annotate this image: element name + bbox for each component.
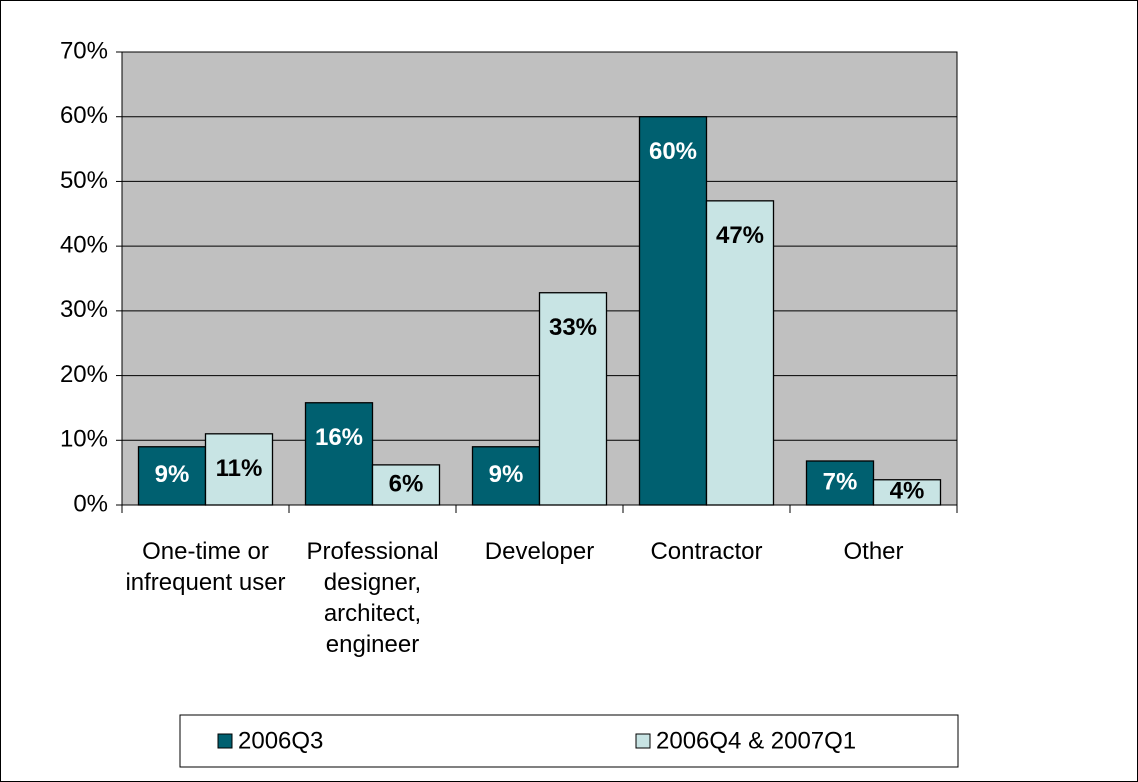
bar [872, 479, 942, 506]
x-tick-label: Other [843, 538, 904, 565]
x-tick-label: Developer [484, 538, 595, 565]
bar [538, 292, 608, 506]
legend-swatch [635, 733, 651, 749]
bar [638, 116, 708, 506]
bar [371, 464, 441, 506]
data-label: 60% [649, 138, 697, 165]
bar [705, 200, 775, 506]
bar [137, 446, 207, 506]
data-label: 33% [549, 314, 597, 341]
x-tick-label: Professional designer, architect, engine… [306, 538, 439, 658]
bar [204, 433, 274, 506]
x-tick-label: One-time or infrequent user [125, 538, 286, 596]
y-tick-label: 70% [60, 37, 108, 64]
y-tick-label: 40% [60, 231, 108, 258]
y-tick-label: 50% [60, 167, 108, 194]
y-tick-label: 0% [73, 490, 108, 517]
data-label: 9% [155, 461, 190, 488]
y-tick-label: 30% [60, 296, 108, 323]
data-label: 9% [489, 461, 524, 488]
y-tick-label: 10% [60, 426, 108, 453]
y-tick-label: 20% [60, 361, 108, 388]
data-label: 6% [389, 470, 424, 497]
legend-swatch [217, 733, 233, 749]
legend-label: 2006Q3 [238, 727, 323, 754]
data-label: 4% [890, 478, 925, 505]
data-label: 16% [315, 424, 363, 451]
data-label: 11% [216, 455, 263, 482]
data-label: 47% [716, 222, 764, 249]
data-label: 7% [823, 468, 858, 495]
legend-box [179, 714, 959, 768]
y-tick-label: 60% [60, 102, 108, 129]
bar [304, 402, 374, 506]
bar [471, 446, 541, 506]
legend-label: 2006Q4 & 2007Q1 [656, 727, 856, 754]
x-tick-label: Contractor [650, 538, 763, 565]
